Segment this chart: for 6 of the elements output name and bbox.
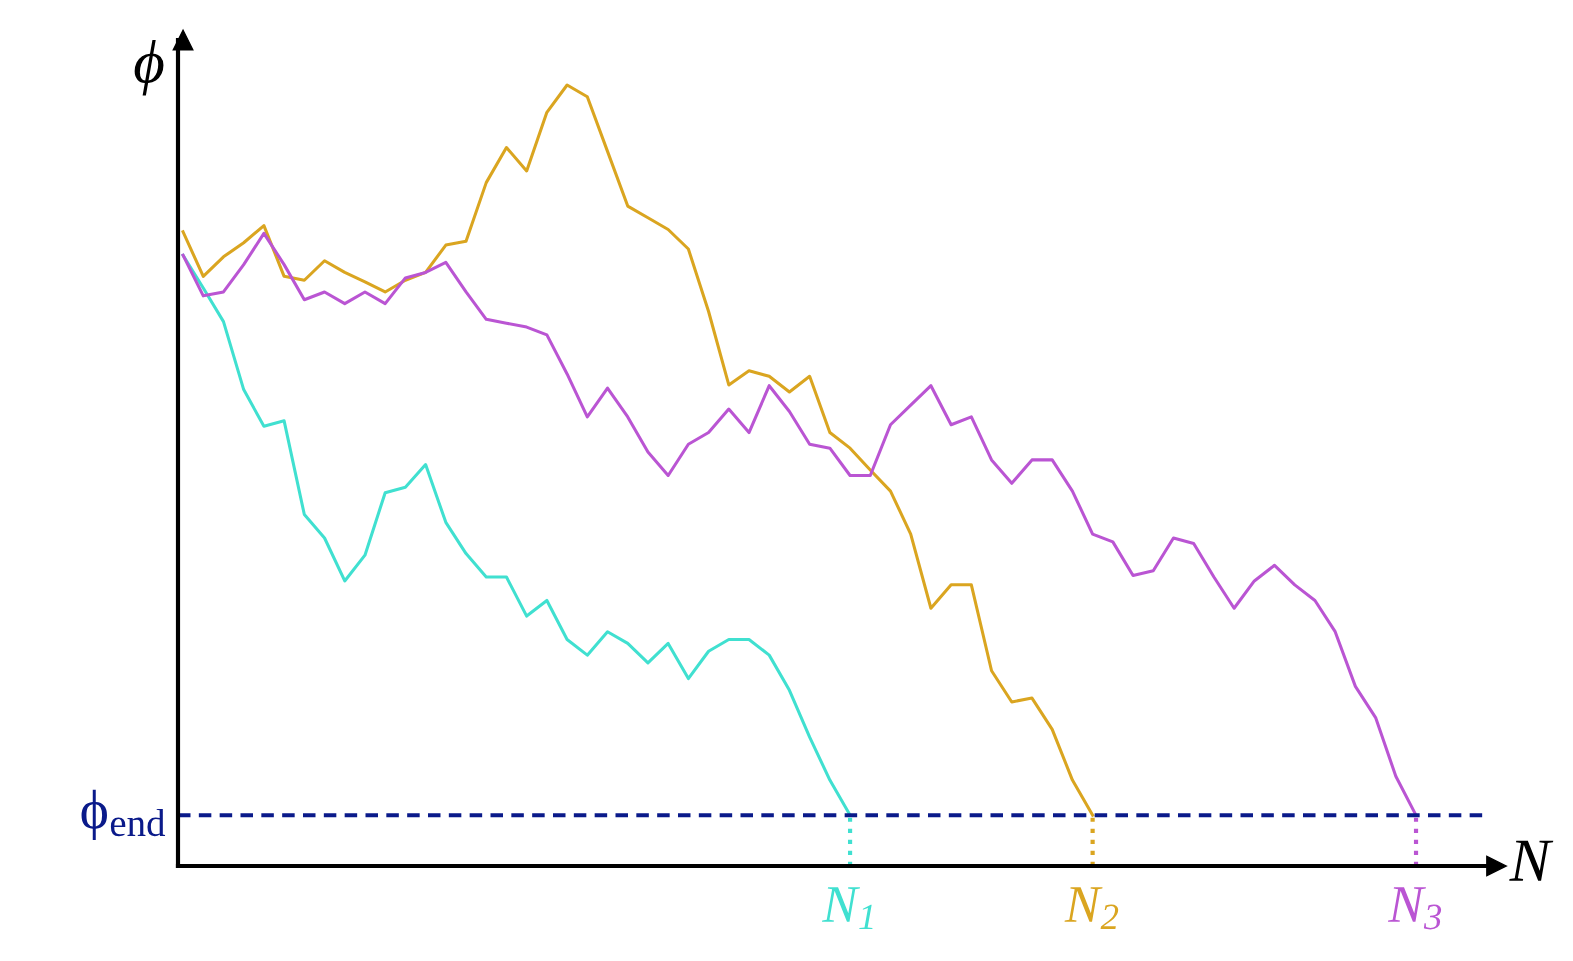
text: N$_{3}$ — [1387, 887, 1442, 930]
ref-line-label: ϕ$_{end}$ — [81, 789, 166, 841]
text: N$_{2}$ — [1064, 887, 1119, 930]
text: N$_{1}$ — [821, 887, 873, 930]
x-axis-title: N — [1509, 840, 1554, 881]
y-axis-title: ϕ — [134, 40, 164, 96]
